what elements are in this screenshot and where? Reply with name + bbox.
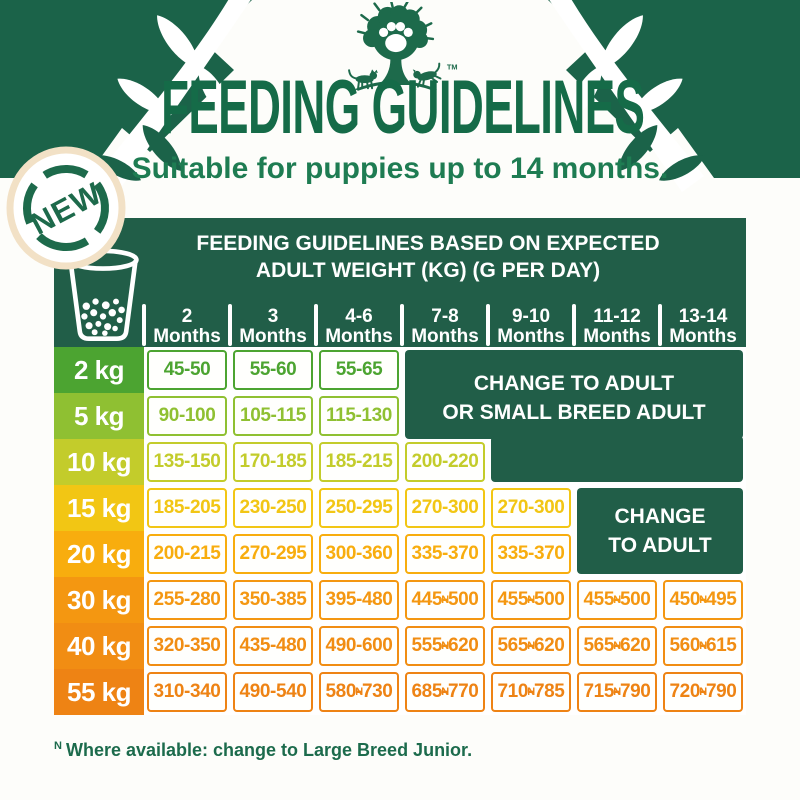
feeding-amount-cell: 270-295 xyxy=(233,534,313,574)
feeding-amount-cell: 455- N 500 xyxy=(491,580,571,620)
footnote-reference-n: N xyxy=(613,640,621,653)
table-header-line1: FEEDING GUIDELINES BASED ON EXPECTED xyxy=(196,232,660,255)
table-header-title: FEEDING GUIDELINES BASED ON EXPECTED ADU… xyxy=(54,230,746,284)
tree-paw-pets-logo-icon: TM xyxy=(348,2,458,91)
feeding-amount-cell: 200-220 xyxy=(405,442,485,482)
feeding-amount-cell: 270-300 xyxy=(491,488,571,528)
table-header: FEEDING GUIDELINES BASED ON EXPECTED ADU… xyxy=(54,218,746,347)
footnote-reference-n: N xyxy=(441,594,449,607)
feeding-amount-cell: 710- N 785 xyxy=(491,672,571,712)
footnote-reference-n: N xyxy=(441,640,449,653)
feeding-amount-cell: 565- N 620 xyxy=(577,626,657,666)
feeding-amount-cell: 455- N 500 xyxy=(577,580,657,620)
column-header-2-months: 2 Months xyxy=(153,306,221,347)
feeding-amount-cell: 55-60 xyxy=(233,350,313,390)
footnote-reference-n: N xyxy=(699,640,707,653)
feeding-amount-cell: 185-205 xyxy=(147,488,227,528)
feeding-amount-cell: 450- N 495 xyxy=(663,580,743,620)
footnote: N Where available: change to Large Breed … xyxy=(54,740,472,761)
feeding-amount-cell: 135-150 xyxy=(147,442,227,482)
footnote-reference-n: N xyxy=(355,686,363,699)
feeding-amount-cell: 720- N 790 xyxy=(663,672,743,712)
column-separator xyxy=(314,304,318,346)
weight-row-label: 30 kg xyxy=(54,577,144,623)
feeding-amount-cell: 170-185 xyxy=(233,442,313,482)
merged-cell-change-to-adult: CHANGE TO ADULT xyxy=(577,488,743,574)
merged-small-breed-line1: CHANGE TO ADULT xyxy=(473,372,675,395)
footnote-marker: N xyxy=(54,740,62,752)
column-header-3-months: 3 Months xyxy=(239,306,307,347)
merged-small-breed-line2: OR SMALL BREED ADULT xyxy=(442,401,706,424)
feeding-amount-cell: 565- N 620 xyxy=(491,626,571,666)
footnote-reference-n: N xyxy=(699,686,707,699)
weight-row-label: 10 kg xyxy=(54,439,144,485)
column-separator xyxy=(572,304,576,346)
feeding-amount-cell: 685- N 770 xyxy=(405,672,485,712)
column-separator xyxy=(142,304,146,346)
page-title: FEEDING GUIDELINES xyxy=(161,65,645,150)
merged-adult-line2: TO ADULT xyxy=(608,534,712,557)
weight-row-label: 5 kg xyxy=(54,393,144,439)
feeding-amount-cell: 230-250 xyxy=(233,488,313,528)
feeding-amount-cell: 395-480 xyxy=(319,580,399,620)
feeding-amount-cell: 55-65 xyxy=(319,350,399,390)
feeding-amount-cell: 300-360 xyxy=(319,534,399,574)
footnote-text: Where available: change to Large Breed J… xyxy=(65,740,473,760)
merged-cell-small-breed-adult: CHANGE TO ADULT OR SMALL BREED ADULT xyxy=(405,350,743,482)
weight-row-label: 2 kg xyxy=(54,347,144,393)
new-stamp-badge: NEW xyxy=(6,146,126,270)
feeding-amount-cell: 490-600 xyxy=(319,626,399,666)
page-subtitle: Suitable for puppies up to 14 months. xyxy=(131,152,669,185)
column-header-13-14-months: 13-14 Months xyxy=(669,306,737,347)
feeding-amount-cell: 715- N 790 xyxy=(577,672,657,712)
feeding-amount-cell: 335-370 xyxy=(405,534,485,574)
weight-row-label: 20 kg xyxy=(54,531,144,577)
feeding-amount-cell: 435-480 xyxy=(233,626,313,666)
weight-row-label: 40 kg xyxy=(54,623,144,669)
feeding-amount-cell: 200-215 xyxy=(147,534,227,574)
feeding-amount-cell: 490-540 xyxy=(233,672,313,712)
footnote-reference-n: N xyxy=(613,686,621,699)
column-header-9-10-months: 9-10 Months xyxy=(497,306,565,347)
feeding-amount-cell: 90-100 xyxy=(147,396,227,436)
column-separator xyxy=(228,304,232,346)
feeding-amount-cell: 310-340 xyxy=(147,672,227,712)
column-header-7-8-months: 7-8 Months xyxy=(411,306,479,347)
feeding-amount-cell: 270-300 xyxy=(405,488,485,528)
feeding-amount-cell: 350-385 xyxy=(233,580,313,620)
feeding-amount-cell: 335-370 xyxy=(491,534,571,574)
column-separator xyxy=(658,304,662,346)
feeding-amount-cell: 555- N 620 xyxy=(405,626,485,666)
feeding-amount-cell: 45-50 xyxy=(147,350,227,390)
footnote-reference-n: N xyxy=(527,594,535,607)
footnote-reference-n: N xyxy=(699,594,707,607)
feeding-amount-cell: 580- N 730 xyxy=(319,672,399,712)
column-separator xyxy=(400,304,404,346)
footnote-reference-n: N xyxy=(613,594,621,607)
feeding-amount-cell: 250-295 xyxy=(319,488,399,528)
feeding-amount-cell: 185-215 xyxy=(319,442,399,482)
column-header-11-12-months: 11-12 Months xyxy=(583,306,651,347)
feeding-guidelines-table: FEEDING GUIDELINES BASED ON EXPECTED ADU… xyxy=(54,218,746,715)
trademark-symbol: TM xyxy=(447,62,458,71)
footnote-reference-n: N xyxy=(527,686,535,699)
feeding-amount-cell: 320-350 xyxy=(147,626,227,666)
footnote-reference-n: N xyxy=(441,686,449,699)
feeding-amount-cell: 115-130 xyxy=(319,396,399,436)
feeding-amount-cell: 105-115 xyxy=(233,396,313,436)
column-header-4-6-months: 4-6 Months xyxy=(325,306,393,347)
weight-row-label: 15 kg xyxy=(54,485,144,531)
table-header-line2: ADULT WEIGHT (KG) (G PER DAY) xyxy=(255,259,601,282)
feeding-amount-cell: 560- N 615 xyxy=(663,626,743,666)
merged-adult-line1: CHANGE xyxy=(614,505,706,528)
feeding-amount-cell: 445- N 500 xyxy=(405,580,485,620)
footnote-reference-n: N xyxy=(527,640,535,653)
weight-row-label: 55 kg xyxy=(54,669,144,715)
feeding-amount-cell: 255-280 xyxy=(147,580,227,620)
column-separator xyxy=(486,304,490,346)
